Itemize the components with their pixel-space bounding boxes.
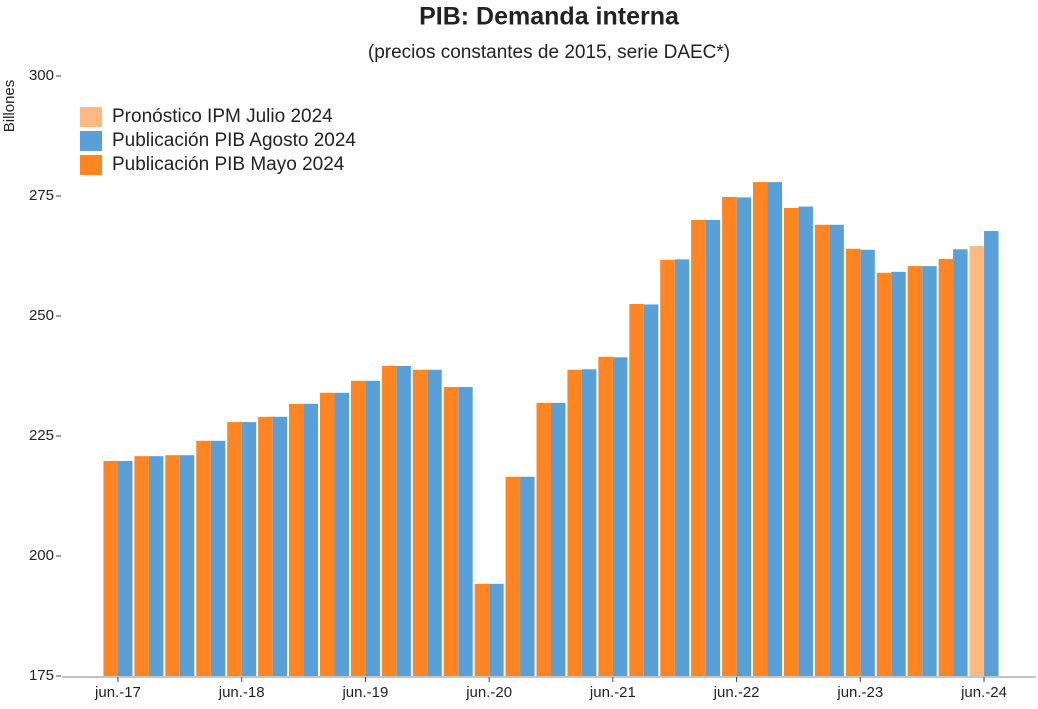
bar [520, 476, 535, 676]
legend-swatch [80, 107, 102, 127]
y-tick-label: 275 [29, 187, 54, 204]
bar [798, 206, 813, 676]
x-tick-label: jun.-21 [589, 684, 636, 701]
x-tick-label: jun.-17 [94, 684, 141, 701]
bar [984, 231, 999, 677]
bar [922, 266, 937, 676]
bar [258, 416, 273, 676]
x-tick-label: jun.-20 [465, 684, 512, 701]
bar [567, 369, 582, 676]
legend-label: Publicación PIB Agosto 2024 [112, 130, 356, 151]
bar [303, 403, 319, 676]
bar [612, 357, 628, 676]
chart-title: PIB: Demanda interna [419, 3, 680, 31]
x-tick-label: jun.-23 [836, 684, 883, 701]
bar [396, 365, 411, 676]
bar [458, 387, 473, 676]
bar [474, 583, 490, 676]
bar [767, 182, 783, 676]
bar [227, 422, 242, 676]
y-tick-label: 250 [29, 307, 54, 324]
bar [536, 402, 551, 676]
bar [691, 220, 706, 676]
bar [196, 440, 211, 676]
bar [210, 440, 226, 676]
bar [907, 266, 923, 676]
bar [165, 455, 180, 676]
bar [938, 258, 954, 676]
bar [891, 271, 906, 676]
bar [272, 416, 288, 676]
bar [876, 272, 892, 676]
bar [953, 249, 968, 676]
bar [674, 259, 690, 676]
bar [103, 460, 118, 676]
y-tick-label: 225 [29, 427, 54, 444]
bar [753, 182, 768, 676]
bar [334, 392, 349, 676]
bar [783, 208, 799, 676]
x-tick-label: jun.-22 [713, 684, 760, 701]
x-tick-label: jun.-19 [341, 684, 388, 701]
bar [134, 456, 149, 676]
x-tick-label: jun.-24 [960, 684, 1007, 701]
bar [148, 456, 164, 676]
bar [814, 224, 830, 677]
bar [722, 196, 737, 676]
bar [598, 356, 613, 676]
bar [179, 455, 195, 676]
bar [381, 365, 397, 676]
bar [505, 476, 521, 676]
y-tick-label: 175 [29, 667, 54, 684]
y-tick-label: 200 [29, 547, 54, 564]
bar [705, 220, 721, 676]
bar [581, 369, 597, 676]
bar [629, 304, 644, 676]
bar [860, 249, 875, 676]
bar [660, 259, 675, 676]
bar [427, 369, 442, 676]
bar [241, 422, 257, 676]
bar [829, 224, 844, 677]
legend-label: Publicación PIB Mayo 2024 [112, 154, 345, 175]
bar [489, 583, 504, 676]
x-tick-label: jun.-18 [218, 684, 265, 701]
y-axis-label: Billones [1, 80, 18, 133]
bar [443, 387, 459, 676]
bar [969, 245, 985, 677]
bar [365, 380, 380, 676]
chart-subtitle: (precios constantes de 2015, serie DAEC*… [368, 42, 730, 63]
legend-swatch [80, 155, 102, 175]
bar [350, 380, 366, 676]
legend-swatch [80, 131, 102, 151]
y-tick-label: 300 [29, 67, 54, 84]
bar [319, 392, 335, 676]
legend-label: Pronóstico IPM Julio 2024 [112, 106, 333, 127]
bar [289, 403, 304, 676]
bar [412, 369, 428, 676]
bar [551, 402, 566, 676]
bar [736, 197, 752, 676]
bar [845, 248, 861, 677]
bar [117, 460, 133, 676]
bar [643, 304, 659, 676]
